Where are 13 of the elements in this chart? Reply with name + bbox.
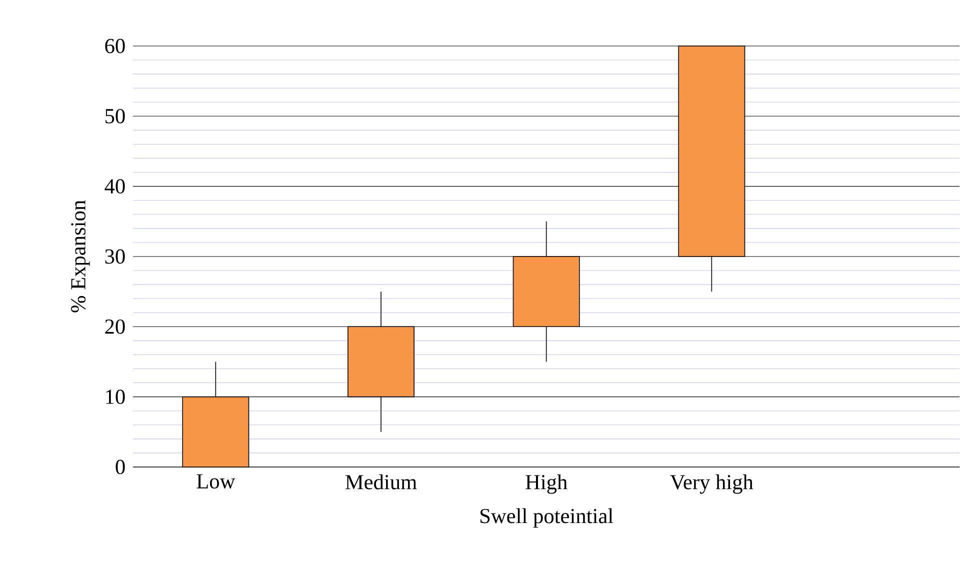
y-tick-label: 0 (116, 460, 125, 474)
y-tick-label: 60 (105, 38, 125, 54)
y-tick-label: 20 (105, 319, 125, 334)
x-tick-label: Low (196, 474, 236, 489)
y-tick-label: 50 (106, 108, 125, 124)
x-axis-title: Swell poteintial (480, 508, 614, 528)
y-tick-label: 30 (105, 249, 125, 264)
y-axis-title: % Expansion (71, 200, 90, 312)
x-tick-label: Very high (670, 474, 754, 494)
y-tick-label: 40 (104, 179, 125, 194)
x-tick-label: Medium (345, 474, 417, 490)
x-tick-label: High (526, 474, 568, 494)
y-tick-label: 10 (106, 390, 125, 404)
